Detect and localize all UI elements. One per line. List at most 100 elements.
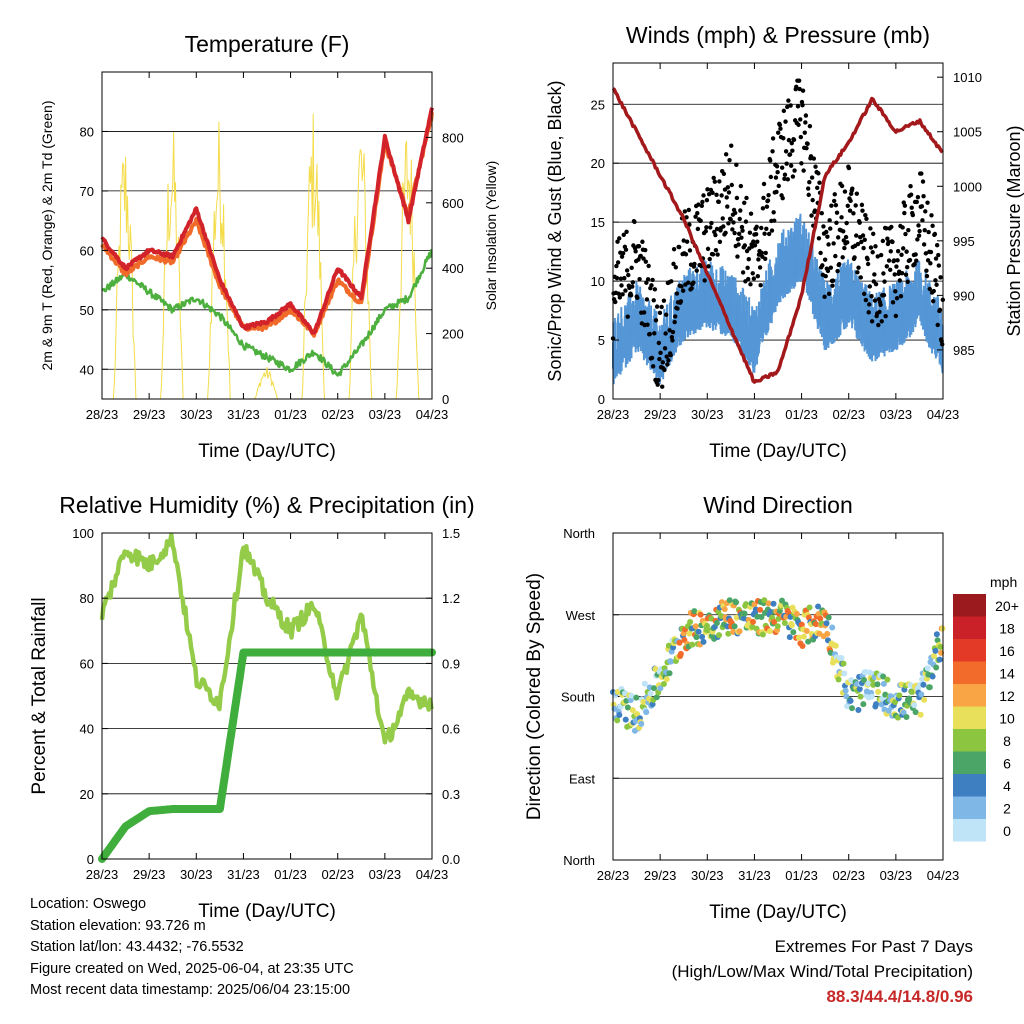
- colorbar-swatch: [953, 616, 986, 639]
- rh-line: [99, 532, 434, 745]
- gust-point: [619, 283, 624, 288]
- direction-point: [689, 641, 696, 648]
- gust-point: [870, 250, 875, 255]
- gust-point: [689, 286, 694, 291]
- direction-point: [920, 681, 927, 688]
- direction-point: [641, 680, 648, 687]
- direction-point: [856, 685, 863, 692]
- gust-point: [923, 251, 929, 256]
- gust-point: [899, 270, 905, 276]
- x-tick-label: 03/23: [369, 407, 402, 422]
- gust-point: [748, 211, 754, 216]
- gust-point: [715, 252, 720, 257]
- gust-point: [770, 149, 775, 154]
- direction-point: [815, 603, 822, 610]
- gust-point: [922, 228, 927, 233]
- gust-point: [807, 123, 813, 129]
- gust-point: [781, 136, 786, 141]
- direction-point: [932, 647, 939, 654]
- x-axis-label: Time (Day/UTC): [709, 902, 847, 923]
- direction-point: [741, 610, 748, 617]
- gust-point: [867, 302, 872, 307]
- gust-point: [800, 88, 806, 93]
- plot-frame: [612, 532, 944, 861]
- x-axis-label: Time (Day/UTC): [198, 901, 336, 922]
- gust-point: [645, 322, 650, 327]
- gust-point: [723, 152, 729, 157]
- gust-point: [842, 245, 847, 251]
- direction-point: [805, 638, 812, 645]
- gust-point: [802, 130, 807, 135]
- gust-point: [801, 168, 806, 173]
- gust-point: [691, 280, 696, 285]
- colorbar-swatch: [953, 706, 986, 729]
- plot-frame: [101, 71, 433, 400]
- gust-point: [923, 209, 928, 214]
- gust-point: [813, 164, 818, 169]
- gust-point: [884, 264, 890, 269]
- x-tick-label: 29/23: [133, 867, 166, 882]
- gust-point: [736, 242, 741, 247]
- gust-point: [654, 304, 660, 309]
- gust-point: [755, 273, 761, 279]
- direction-point: [692, 623, 699, 630]
- gust-point: [834, 210, 840, 215]
- y-tick-label: North: [563, 853, 595, 868]
- direction-point: [761, 597, 768, 604]
- y-tick-label: 5: [598, 333, 605, 348]
- gust-point: [783, 149, 789, 154]
- colorbar-label: 18: [999, 621, 1015, 637]
- gust-point: [664, 354, 669, 359]
- gust-point: [720, 216, 725, 221]
- gust-point: [764, 204, 770, 209]
- gust-point: [652, 331, 657, 336]
- direction-point: [733, 599, 740, 606]
- direction-point: [757, 606, 764, 613]
- gust-point: [902, 203, 908, 208]
- gust-point: [936, 252, 941, 258]
- gust-point: [616, 291, 621, 296]
- gust-point: [892, 272, 897, 277]
- gust-point: [917, 228, 922, 234]
- gust-point: [731, 220, 736, 225]
- gust-point: [734, 162, 739, 168]
- y-tick-label: 20: [80, 787, 94, 802]
- direction-point: [663, 676, 670, 683]
- gust-point: [888, 267, 893, 272]
- gust-point: [894, 264, 899, 269]
- gust-point: [895, 249, 901, 254]
- y-tick-label-right: 990: [953, 288, 975, 303]
- gust-point: [738, 183, 744, 189]
- direction-point: [937, 643, 944, 650]
- gust-point: [821, 224, 826, 229]
- x-tick-label: 30/23: [180, 867, 213, 882]
- chart-title: Relative Humidity (%) & Precipitation (i…: [59, 492, 474, 518]
- gust-point: [810, 197, 815, 203]
- gust-point: [930, 298, 936, 304]
- gust-point: [828, 265, 833, 270]
- gust-point: [740, 228, 745, 233]
- gust-point: [796, 122, 801, 128]
- x-tick-label: 02/23: [832, 868, 865, 883]
- gust-point: [652, 287, 658, 292]
- gust-point: [928, 249, 934, 255]
- gust-point: [675, 306, 680, 311]
- direction-point: [754, 613, 761, 620]
- gust-point: [916, 223, 921, 228]
- gust-point: [742, 243, 748, 248]
- gust-point: [790, 148, 795, 153]
- chart-title: Wind Direction: [703, 492, 853, 518]
- direction-point: [725, 630, 732, 637]
- direction-point: [628, 692, 635, 699]
- gust-point: [816, 236, 822, 241]
- y-axis-label-right: Solar Insolation (Yellow): [483, 161, 499, 311]
- gust-point: [839, 183, 845, 189]
- direction-point: [918, 691, 925, 698]
- gust-point: [920, 218, 925, 223]
- gust-point: [933, 278, 938, 283]
- gust-point: [906, 227, 911, 233]
- gust-point: [905, 279, 910, 284]
- x-tick-label: 31/23: [227, 867, 260, 882]
- gust-point: [743, 219, 749, 224]
- gust-point: [761, 195, 766, 201]
